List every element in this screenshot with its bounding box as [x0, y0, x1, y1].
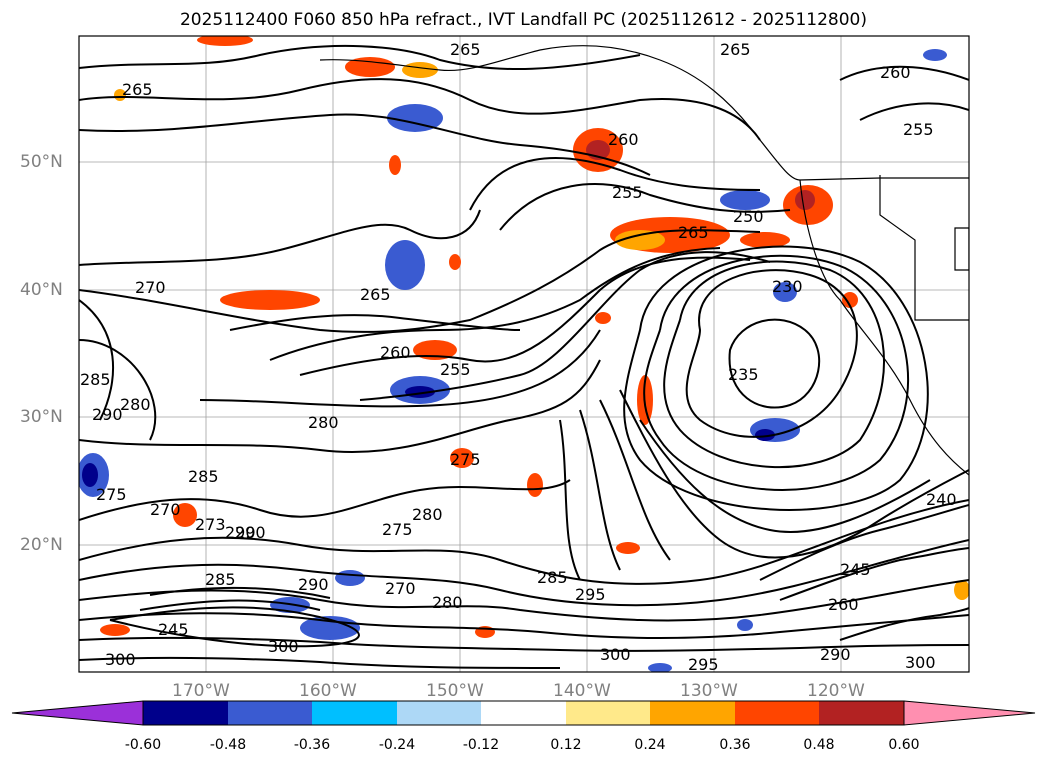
contour-label: 280: [432, 593, 463, 612]
contour-label: 260: [880, 63, 911, 82]
colorbar-tick: 0.60: [888, 737, 920, 753]
contour-label: 235: [728, 365, 759, 384]
map-title: 2025112400 F060 850 hPa refract., IVT La…: [179, 10, 867, 30]
contour-lines: [79, 44, 969, 669]
contour-label-group: 265 265 265 260 260 255 255 250 265 270 …: [80, 40, 957, 674]
contour-label: 265: [678, 223, 709, 242]
contour-label: 245: [840, 560, 871, 579]
contour-label: 275: [450, 450, 481, 469]
contour-label: 265: [360, 285, 391, 304]
colorbar-segment: [903, 700, 1036, 726]
colorbar-segment: [11, 700, 144, 726]
contour-label: 265: [450, 40, 481, 59]
contour-label: 270: [135, 278, 166, 297]
lat-label-40n: 40°N: [20, 280, 63, 300]
contour-label: 275: [382, 520, 413, 539]
colorbar-segment: [397, 701, 481, 725]
contour-label: 275: [96, 485, 127, 504]
contour-label: 270: [150, 500, 181, 519]
lon-label-170w: 170°W: [172, 681, 230, 701]
contour-label: 280: [308, 413, 339, 432]
lon-label-130w: 130°W: [680, 681, 738, 701]
contour-label: 295: [575, 585, 606, 604]
colorbar-tick: 0.36: [719, 737, 751, 753]
lat-label-30n: 30°N: [20, 407, 63, 427]
map-border: [78, 35, 970, 673]
colorbar-segment: [566, 701, 650, 725]
colorbar-segment: [819, 701, 904, 725]
contour-label: 300: [600, 645, 631, 664]
colorbar-segment: [228, 701, 312, 725]
contour-label: 290: [298, 575, 329, 594]
contour-label: 280: [412, 505, 443, 524]
colorbar-tick: 0.24: [634, 737, 666, 753]
contour-label: 230: [772, 277, 803, 296]
contour-label: 295: [688, 655, 719, 674]
colorbar-segment: [312, 701, 397, 725]
contour-label: 260: [380, 343, 411, 362]
contour-label: 285: [188, 467, 219, 486]
contour-label: 290: [225, 523, 256, 542]
colorbar-segment: [735, 701, 819, 725]
contour-label: 300: [905, 653, 936, 672]
lat-label-20n: 20°N: [20, 535, 63, 555]
colorbar-tick: -0.36: [293, 737, 331, 753]
contour-label: 255: [612, 183, 643, 202]
lon-label-150w: 150°W: [426, 681, 484, 701]
contour-label: 273: [195, 515, 226, 534]
colorbar-tick: 0.48: [803, 737, 835, 753]
contour-label: 300: [105, 650, 136, 669]
contour-label: 265: [720, 40, 751, 59]
contour-label: 260: [828, 595, 859, 614]
colorbar-tick: -0.48: [209, 737, 247, 753]
lon-label-140w: 140°W: [553, 681, 611, 701]
contour-label: 250: [733, 207, 764, 226]
colorbar: [11, 700, 1036, 726]
contour-label: 290: [235, 523, 266, 542]
contour-label: 240: [926, 490, 957, 509]
lon-label-120w: 120°W: [807, 681, 865, 701]
colorbar-tick: -0.24: [378, 737, 416, 753]
contour-label: 245: [158, 620, 189, 639]
contour-label: 260: [608, 130, 639, 149]
coastlines: [319, 45, 969, 476]
contour-label: 285: [80, 370, 111, 389]
contour-label: 300: [268, 637, 299, 656]
contour-label: 265: [122, 80, 153, 99]
contour-label: 290: [92, 405, 123, 424]
contour-label: 270: [385, 579, 416, 598]
colorbar-segment: [143, 701, 228, 725]
contour-label: 285: [205, 570, 236, 589]
colorbar-tick: -0.60: [124, 737, 162, 753]
contour-label: 285: [537, 568, 568, 587]
colorbar-tick: 0.12: [550, 737, 582, 753]
lon-label-160w: 160°W: [299, 681, 357, 701]
contour-label: 255: [903, 120, 934, 139]
contour-label: 290: [820, 645, 851, 664]
lat-label-50n: 50°N: [20, 152, 63, 172]
colorbar-tick: -0.12: [462, 737, 500, 753]
colorbar-segment: [481, 701, 566, 725]
map-background: [79, 36, 969, 672]
contour-label: 280: [120, 395, 151, 414]
contour-label: 255: [440, 360, 471, 379]
colorbar-segment: [650, 701, 735, 725]
